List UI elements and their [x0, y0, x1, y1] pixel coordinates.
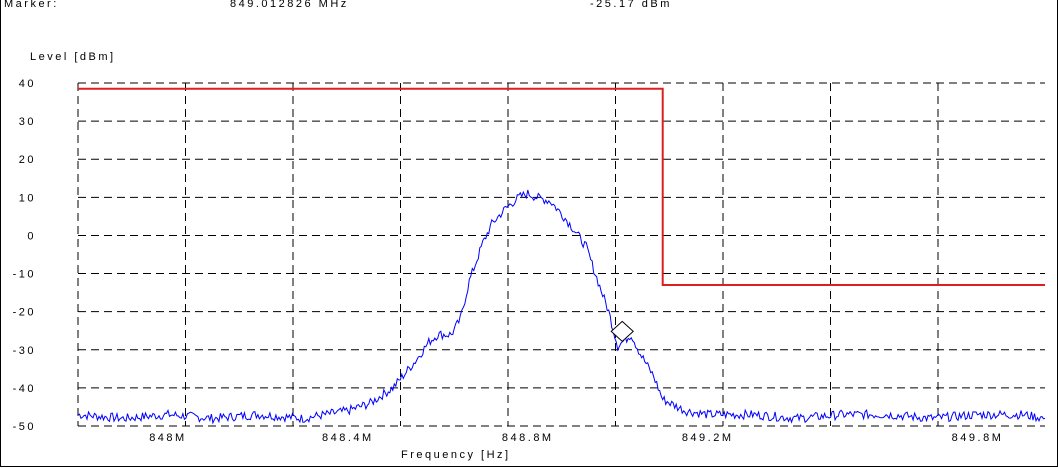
marker-frequency: 849.012826 MHz	[230, 0, 349, 10]
x-tick-labels: 848M 848.4M 848.8M 849.2M 849.8M	[149, 432, 1004, 444]
marker-level: -25.17 dBm	[590, 0, 672, 10]
y-tick-label: 20	[19, 154, 36, 166]
y-tick-label: -10	[13, 269, 36, 281]
spectrum-trace	[77, 189, 1046, 425]
y-tick-label: 0	[27, 230, 36, 242]
y-tick-label: -50	[13, 421, 36, 433]
x-tick-label: 848M	[149, 432, 187, 444]
x-tick-label: 848.8M	[502, 432, 554, 444]
series-layer	[77, 87, 1046, 425]
y-tick-labels: 40 30 20 10 0 -10 -20 -30 -40 -50	[13, 78, 36, 433]
x-tick-label: 848.4M	[322, 432, 374, 444]
y-tick-label: -30	[13, 345, 36, 357]
y-tick-label: -40	[13, 383, 36, 395]
y-tick-label: 40	[19, 78, 36, 90]
x-tick-label: 849.2M	[682, 432, 734, 444]
x-tick-label: 849.8M	[952, 432, 1004, 444]
limit-line	[78, 87, 1045, 286]
marker-diamond	[610, 320, 634, 343]
marker-label: Marker:	[4, 0, 59, 10]
y-axis-label: Level [dBm]	[30, 51, 116, 63]
grid-lines	[77, 82, 1045, 427]
y-tick-label: 30	[19, 116, 36, 128]
y-tick-label: -20	[13, 307, 36, 319]
marker-layer	[610, 320, 634, 343]
y-tick-label: 10	[19, 192, 36, 204]
x-axis-label: Frequency [Hz]	[401, 449, 511, 461]
